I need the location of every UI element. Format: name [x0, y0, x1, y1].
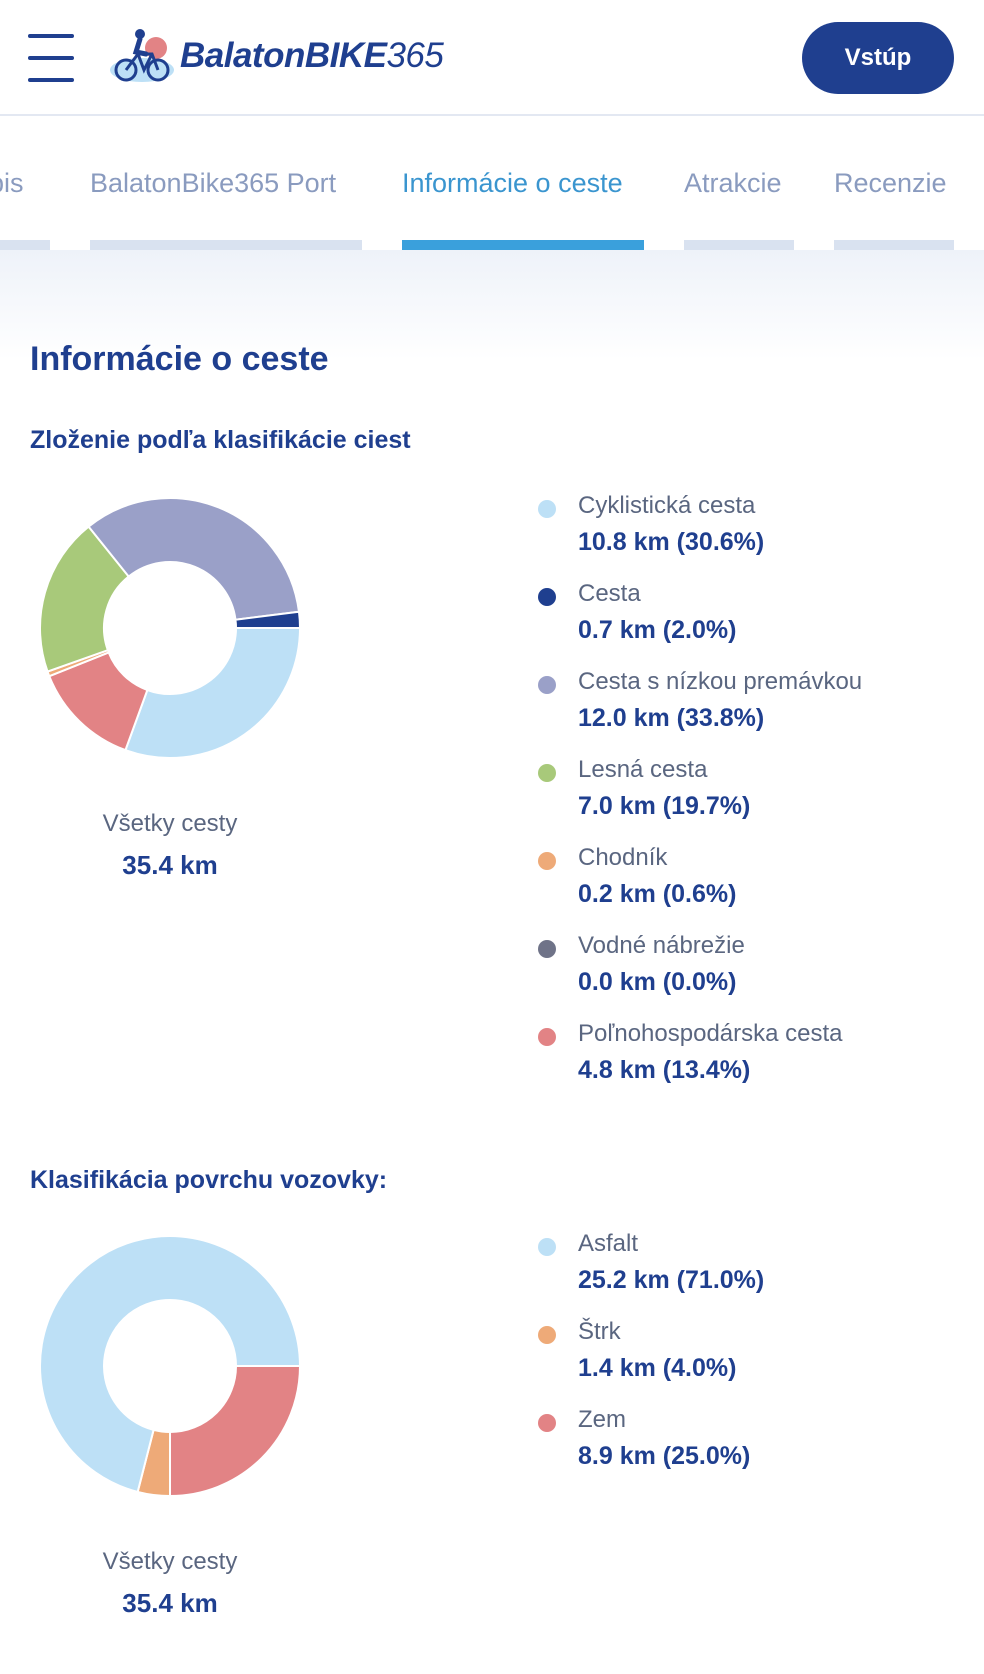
legend-value: 7.0 km (19.7%) [578, 792, 751, 820]
legend-value: 12.0 km (33.8%) [578, 704, 765, 732]
legend-value: 4.8 km (13.4%) [578, 1056, 751, 1084]
legend-color-dot [538, 764, 556, 782]
legend-value: 0.0 km (0.0%) [578, 968, 737, 996]
road-total-label: Všetky cesty [102, 810, 238, 837]
tab-popis[interactable]: Popis [0, 116, 50, 250]
tab-indicator [684, 240, 794, 250]
login-button[interactable]: Vstúp [802, 22, 954, 94]
tab-port[interactable]: BalatonBike365 Port [90, 116, 362, 250]
app-header: BalatonBIKE365 Vstúp [0, 0, 984, 116]
road-classification-donut [39, 497, 302, 759]
donut-slice [39, 1235, 302, 1494]
logo-text: BalatonBIKE [180, 36, 387, 75]
tab-route-info[interactable]: Informácie o ceste [402, 116, 644, 250]
legend-value: 1.4 km (4.0%) [578, 1354, 737, 1382]
legend-name: Asfalt [578, 1230, 639, 1257]
legend-name: Vodné nábrežie [578, 932, 745, 959]
road-total-value: 35.4 km [122, 850, 218, 880]
tab-reviews[interactable]: Recenzie [834, 116, 954, 250]
donut-slice [124, 627, 302, 759]
legend-value: 8.9 km (25.0%) [578, 1442, 751, 1470]
road-classification-title: Zloženie podľa klasifikácie ciest [30, 426, 411, 454]
legend-value: 10.8 km (30.6%) [578, 528, 765, 556]
surface-total-label: Všetky cesty [102, 1548, 238, 1575]
legend-value: 0.7 km (2.0%) [578, 616, 737, 644]
tab-label: Recenzie [834, 168, 947, 198]
legend-color-dot [538, 500, 556, 518]
tab-indicator [90, 240, 362, 250]
legend-name: Poľnohospodárska cesta [578, 1020, 843, 1047]
tab-label: Informácie o ceste [402, 168, 623, 198]
tab-bar: Popis BalatonBike365 Port Informácie o c… [0, 116, 984, 250]
page-title: Informácie o ceste [30, 340, 329, 378]
logo-number: 365 [386, 36, 444, 75]
legend-name: Cesta s nízkou premávkou [578, 668, 863, 695]
legend-color-dot [538, 1028, 556, 1046]
legend-value: 25.2 km (71.0%) [578, 1266, 765, 1294]
cyclist-logo-icon [110, 29, 174, 82]
donut-slice [234, 610, 302, 629]
tab-label: Atrakcie [684, 168, 782, 198]
legend-name: Cesta [578, 580, 641, 607]
menu-icon[interactable] [28, 34, 74, 82]
tab-label: Popis [0, 168, 24, 198]
tab-indicator [834, 240, 954, 250]
logo[interactable]: BalatonBIKE365 [108, 24, 444, 88]
route-info-section: Informácie o ceste Zloženie podľa klasif… [0, 250, 984, 1674]
legend-color-dot [538, 1414, 556, 1432]
legend-name: Zem [578, 1406, 626, 1433]
legend-color-dot [538, 1326, 556, 1344]
donut-slice [169, 1365, 302, 1498]
tab-indicator [0, 240, 50, 250]
donut-slice [87, 497, 301, 621]
legend-color-dot [538, 1238, 556, 1256]
legend-color-dot [538, 588, 556, 606]
legend-name: Lesná cesta [578, 756, 708, 783]
tab-label: BalatonBike365 Port [90, 168, 337, 198]
surface-total-value: 35.4 km [122, 1588, 218, 1618]
legend-value: 0.2 km (0.6%) [578, 880, 737, 908]
surface-classification-title: Klasifikácia povrchu vozovky: [30, 1166, 388, 1194]
legend-color-dot [538, 852, 556, 870]
legend-name: Chodník [578, 844, 668, 871]
tab-attractions[interactable]: Atrakcie [684, 116, 794, 250]
legend-name: Cyklistická cesta [578, 492, 756, 519]
surface-classification-donut [39, 1235, 302, 1498]
tab-indicator [402, 240, 644, 250]
legend-color-dot [538, 676, 556, 694]
legend-color-dot [538, 940, 556, 958]
legend-name: Štrk [578, 1318, 621, 1345]
